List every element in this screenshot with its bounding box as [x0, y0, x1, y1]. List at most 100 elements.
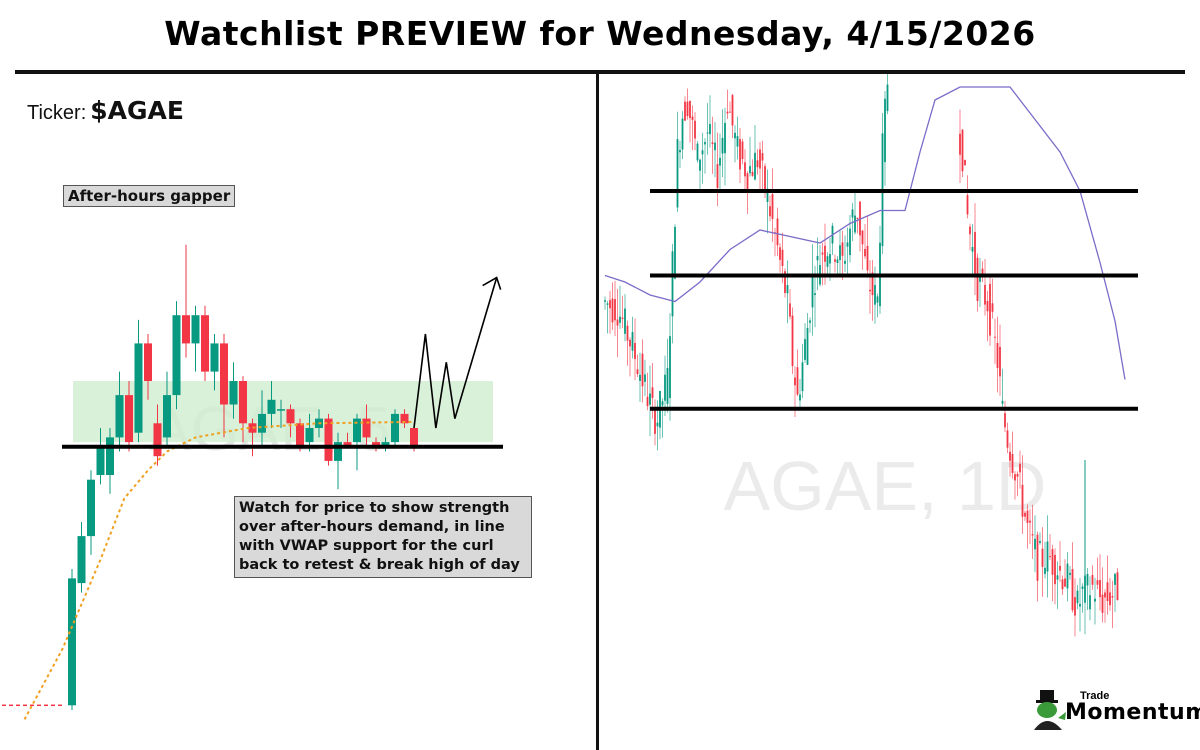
candle-body	[182, 315, 190, 344]
candle-body	[604, 300, 606, 302]
candle-body	[739, 139, 741, 170]
candle-body	[1051, 549, 1054, 575]
candle-body	[1036, 534, 1039, 581]
candle-body	[884, 98, 886, 163]
candle-body	[999, 346, 1001, 377]
candle-body	[711, 142, 714, 145]
candle-body	[844, 260, 846, 264]
candle-body	[731, 95, 734, 126]
logo-line1: Trade	[1080, 690, 1110, 702]
candle-body	[714, 142, 716, 151]
trade-momentum-logo: Trade Momentum	[1032, 690, 1200, 730]
candle-body	[959, 133, 961, 155]
candle-body	[866, 245, 869, 271]
candle-body	[96, 446, 105, 475]
candle-body	[799, 394, 801, 401]
candle-body	[701, 150, 704, 155]
candle-body	[849, 228, 851, 256]
candle-body	[1079, 603, 1081, 607]
candle-body	[1056, 575, 1059, 580]
candle-body	[636, 369, 639, 375]
candle-body	[801, 362, 804, 392]
candle-body	[1044, 567, 1046, 574]
candle-body	[649, 393, 651, 405]
candle-body	[1089, 595, 1091, 610]
candle-body	[1034, 538, 1036, 550]
candle-body	[248, 423, 257, 433]
candle-body	[719, 157, 721, 166]
candle-body	[706, 132, 709, 134]
candle-body	[115, 395, 124, 438]
candle-body	[721, 137, 724, 154]
candle-body	[734, 132, 736, 139]
ticker-prefix: Ticker:	[27, 102, 87, 124]
candle-body	[1031, 534, 1034, 536]
candle-body	[1004, 413, 1006, 428]
candle-body	[153, 423, 162, 457]
candle-body	[362, 418, 371, 438]
candle-body	[749, 166, 751, 174]
candle-body	[1061, 579, 1064, 590]
arrow-head-icon	[482, 276, 502, 290]
candle-body	[229, 381, 238, 405]
candle-body	[834, 259, 836, 262]
daily-chart: AGAE, 1D	[604, 74, 1138, 637]
candle-body	[769, 206, 771, 217]
candle-body	[286, 409, 295, 424]
candle-body	[689, 100, 691, 118]
projection-path	[413, 277, 498, 429]
candle-body	[811, 275, 814, 308]
candle-body	[324, 418, 333, 461]
candle-body	[1054, 554, 1056, 585]
candle-body	[296, 423, 304, 447]
candle-body	[964, 160, 966, 166]
candle-body	[681, 118, 684, 150]
candle-body	[979, 276, 981, 282]
candle-body	[741, 141, 744, 160]
candle-body	[661, 401, 664, 406]
candle-body	[794, 377, 796, 386]
candle-body	[756, 160, 759, 168]
candle-body	[1071, 569, 1074, 611]
candle-body	[984, 284, 986, 305]
candle-body	[829, 254, 831, 264]
candle-body	[841, 242, 844, 256]
candle-body	[619, 316, 621, 323]
candle-body	[686, 101, 689, 117]
candle-body	[854, 215, 856, 233]
tag-note: After-hours gapper	[63, 185, 236, 207]
panel-divider	[596, 72, 599, 750]
candle-body	[796, 367, 799, 395]
candle-body	[671, 251, 674, 317]
candle-body	[809, 320, 811, 323]
candle-body	[876, 296, 879, 303]
candle-body	[1011, 453, 1014, 473]
candle-body	[684, 101, 686, 121]
candle-body	[996, 342, 999, 368]
candle-body	[624, 308, 626, 334]
candle-body	[716, 164, 719, 189]
candle-body	[1039, 541, 1041, 543]
candle-body	[664, 374, 666, 401]
candle-body	[391, 413, 399, 443]
candle-body	[1094, 598, 1096, 602]
candle-body	[786, 285, 789, 294]
candle-body	[821, 252, 824, 255]
candle-body	[239, 381, 247, 424]
candle-body	[144, 343, 152, 381]
candle-body	[724, 122, 726, 154]
candle-body	[621, 317, 624, 320]
candle-body	[611, 298, 614, 323]
intraday-chart: AGAE, 5	[2, 244, 503, 720]
candle-body	[1014, 474, 1016, 481]
candle-body	[1064, 578, 1066, 587]
candle-body	[826, 256, 829, 267]
logo-line2: Momentum	[1065, 700, 1200, 725]
candle-body	[1101, 594, 1104, 613]
candle-body	[381, 442, 390, 447]
candle-body	[974, 231, 976, 274]
ticker-symbol: $AGAE	[90, 96, 184, 125]
candle-body	[766, 188, 769, 203]
candle-body	[776, 218, 779, 246]
candle-body	[353, 418, 361, 443]
